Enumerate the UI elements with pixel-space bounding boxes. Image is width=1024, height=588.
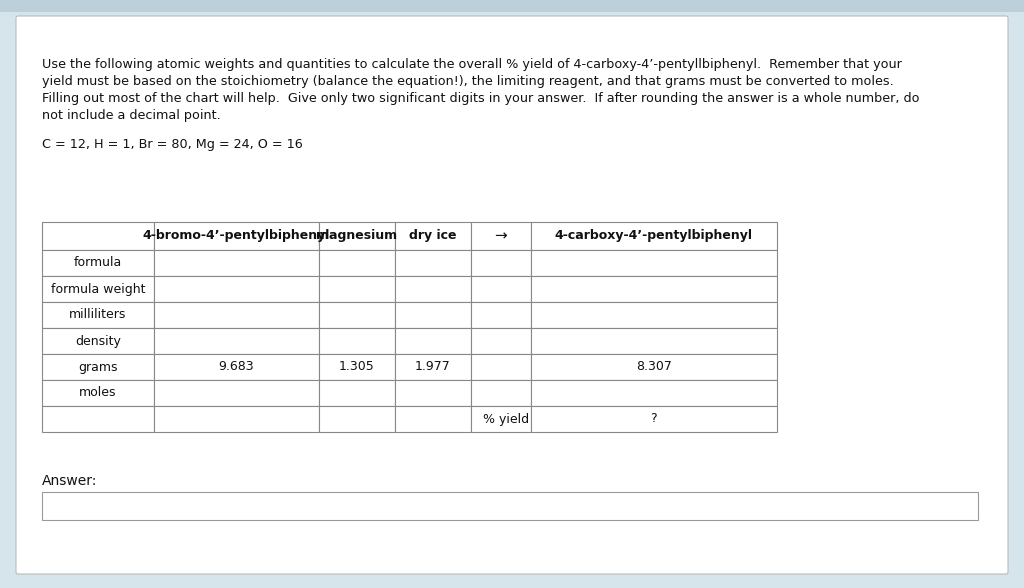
Bar [395, 276, 470, 302]
Bar [395, 302, 470, 328]
Bar [154, 380, 319, 406]
Text: 9.683: 9.683 [218, 360, 254, 373]
Bar [395, 406, 470, 432]
Text: not include a decimal point.: not include a decimal point. [42, 109, 221, 122]
Text: 1.977: 1.977 [415, 360, 451, 373]
Bar [319, 406, 395, 432]
Bar [154, 328, 319, 354]
Bar [530, 328, 777, 354]
Text: 4-bromo-4’-pentylbiphenyl: 4-bromo-4’-pentylbiphenyl [142, 229, 330, 242]
Text: yield must be based on the stoichiometry (balance the equation!), the limiting r: yield must be based on the stoichiometry… [42, 75, 894, 88]
Bar [470, 276, 530, 302]
Text: formula: formula [74, 256, 122, 269]
Bar [154, 406, 319, 432]
Text: grams: grams [78, 360, 118, 373]
Bar [470, 302, 530, 328]
Bar [154, 222, 319, 250]
Bar [42, 302, 154, 328]
Bar [395, 250, 470, 276]
Bar [319, 222, 395, 250]
Bar [319, 380, 395, 406]
Bar [319, 276, 395, 302]
Text: density: density [75, 335, 121, 348]
Bar [470, 354, 530, 380]
Bar [530, 222, 777, 250]
Bar [42, 276, 154, 302]
Text: 1.305: 1.305 [339, 360, 375, 373]
Bar [42, 222, 154, 250]
Text: ?: ? [650, 413, 657, 426]
Text: →: → [495, 229, 507, 243]
Text: moles: moles [79, 386, 117, 399]
Bar [530, 276, 777, 302]
Bar [530, 380, 777, 406]
Bar [395, 222, 470, 250]
Bar [319, 328, 395, 354]
Bar [530, 250, 777, 276]
Text: Filling out most of the chart will help.  Give only two significant digits in yo: Filling out most of the chart will help.… [42, 92, 920, 105]
Text: C = 12, H = 1, Br = 80, Mg = 24, O = 16: C = 12, H = 1, Br = 80, Mg = 24, O = 16 [42, 138, 303, 151]
Bar [42, 250, 154, 276]
Bar [42, 354, 154, 380]
Text: 4-carboxy-4’-pentylbiphenyl: 4-carboxy-4’-pentylbiphenyl [555, 229, 753, 242]
Bar [319, 302, 395, 328]
Bar [530, 302, 777, 328]
Bar [530, 354, 777, 380]
Bar [395, 328, 470, 354]
Text: dry ice: dry ice [409, 229, 457, 242]
Bar [154, 276, 319, 302]
Bar [319, 250, 395, 276]
Bar [42, 406, 154, 432]
Bar [395, 380, 470, 406]
Text: 8.307: 8.307 [636, 360, 672, 373]
Bar [154, 250, 319, 276]
Text: Use the following atomic weights and quantities to calculate the overall % yield: Use the following atomic weights and qua… [42, 58, 902, 71]
Text: magnesium: magnesium [316, 229, 397, 242]
Bar [154, 354, 319, 380]
Bar [395, 354, 470, 380]
Bar [42, 328, 154, 354]
Bar [530, 406, 777, 432]
Bar [0, 0, 1024, 12]
Bar [470, 328, 530, 354]
Bar [319, 354, 395, 380]
Text: Answer:: Answer: [42, 474, 97, 488]
Text: formula weight: formula weight [50, 282, 145, 296]
Text: % yield: % yield [482, 413, 528, 426]
Text: milliliters: milliliters [70, 309, 127, 322]
Bar [42, 380, 154, 406]
Bar [470, 222, 530, 250]
FancyBboxPatch shape [16, 16, 1008, 574]
Bar [154, 302, 319, 328]
Bar [470, 406, 530, 432]
Bar [42, 492, 978, 520]
Bar [470, 250, 530, 276]
Bar [470, 380, 530, 406]
